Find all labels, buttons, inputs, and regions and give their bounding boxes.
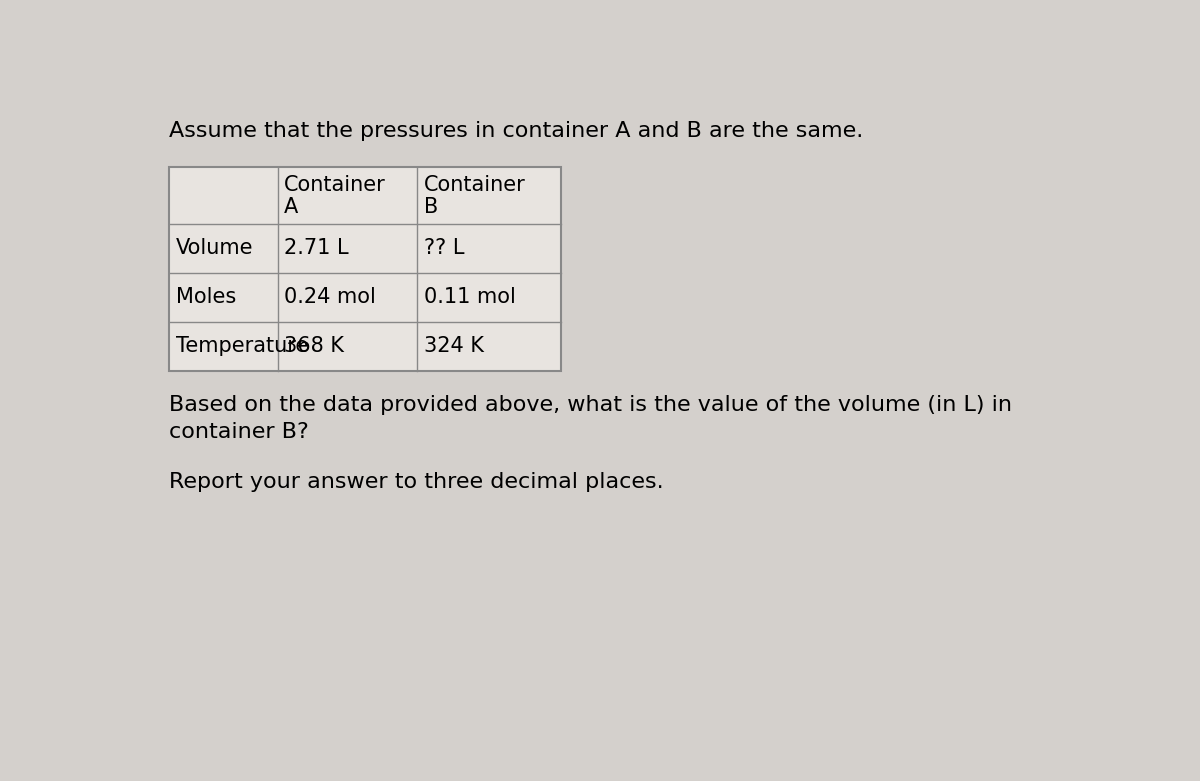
Text: 2.71 L: 2.71 L (284, 238, 349, 259)
Text: Based on the data provided above, what is the value of the volume (in L) in: Based on the data provided above, what i… (169, 394, 1013, 415)
Text: Container: Container (284, 175, 386, 195)
Text: 368 K: 368 K (284, 337, 344, 356)
Text: Temperature: Temperature (175, 337, 308, 356)
Bar (169, 167, 560, 371)
Text: Volume: Volume (175, 238, 253, 259)
Text: Report your answer to three decimal places.: Report your answer to three decimal plac… (169, 472, 664, 492)
Text: 324 K: 324 K (424, 337, 484, 356)
Bar (169, 167, 560, 371)
Text: Assume that the pressures in container A and B are the same.: Assume that the pressures in container A… (169, 121, 864, 141)
Text: A: A (284, 197, 299, 217)
Text: Container: Container (424, 175, 526, 195)
Text: B: B (424, 197, 438, 217)
Text: Moles: Moles (175, 287, 236, 308)
Text: 0.24 mol: 0.24 mol (284, 287, 376, 308)
Text: container B?: container B? (169, 422, 310, 442)
Text: ?? L: ?? L (424, 238, 464, 259)
Text: 0.11 mol: 0.11 mol (424, 287, 516, 308)
